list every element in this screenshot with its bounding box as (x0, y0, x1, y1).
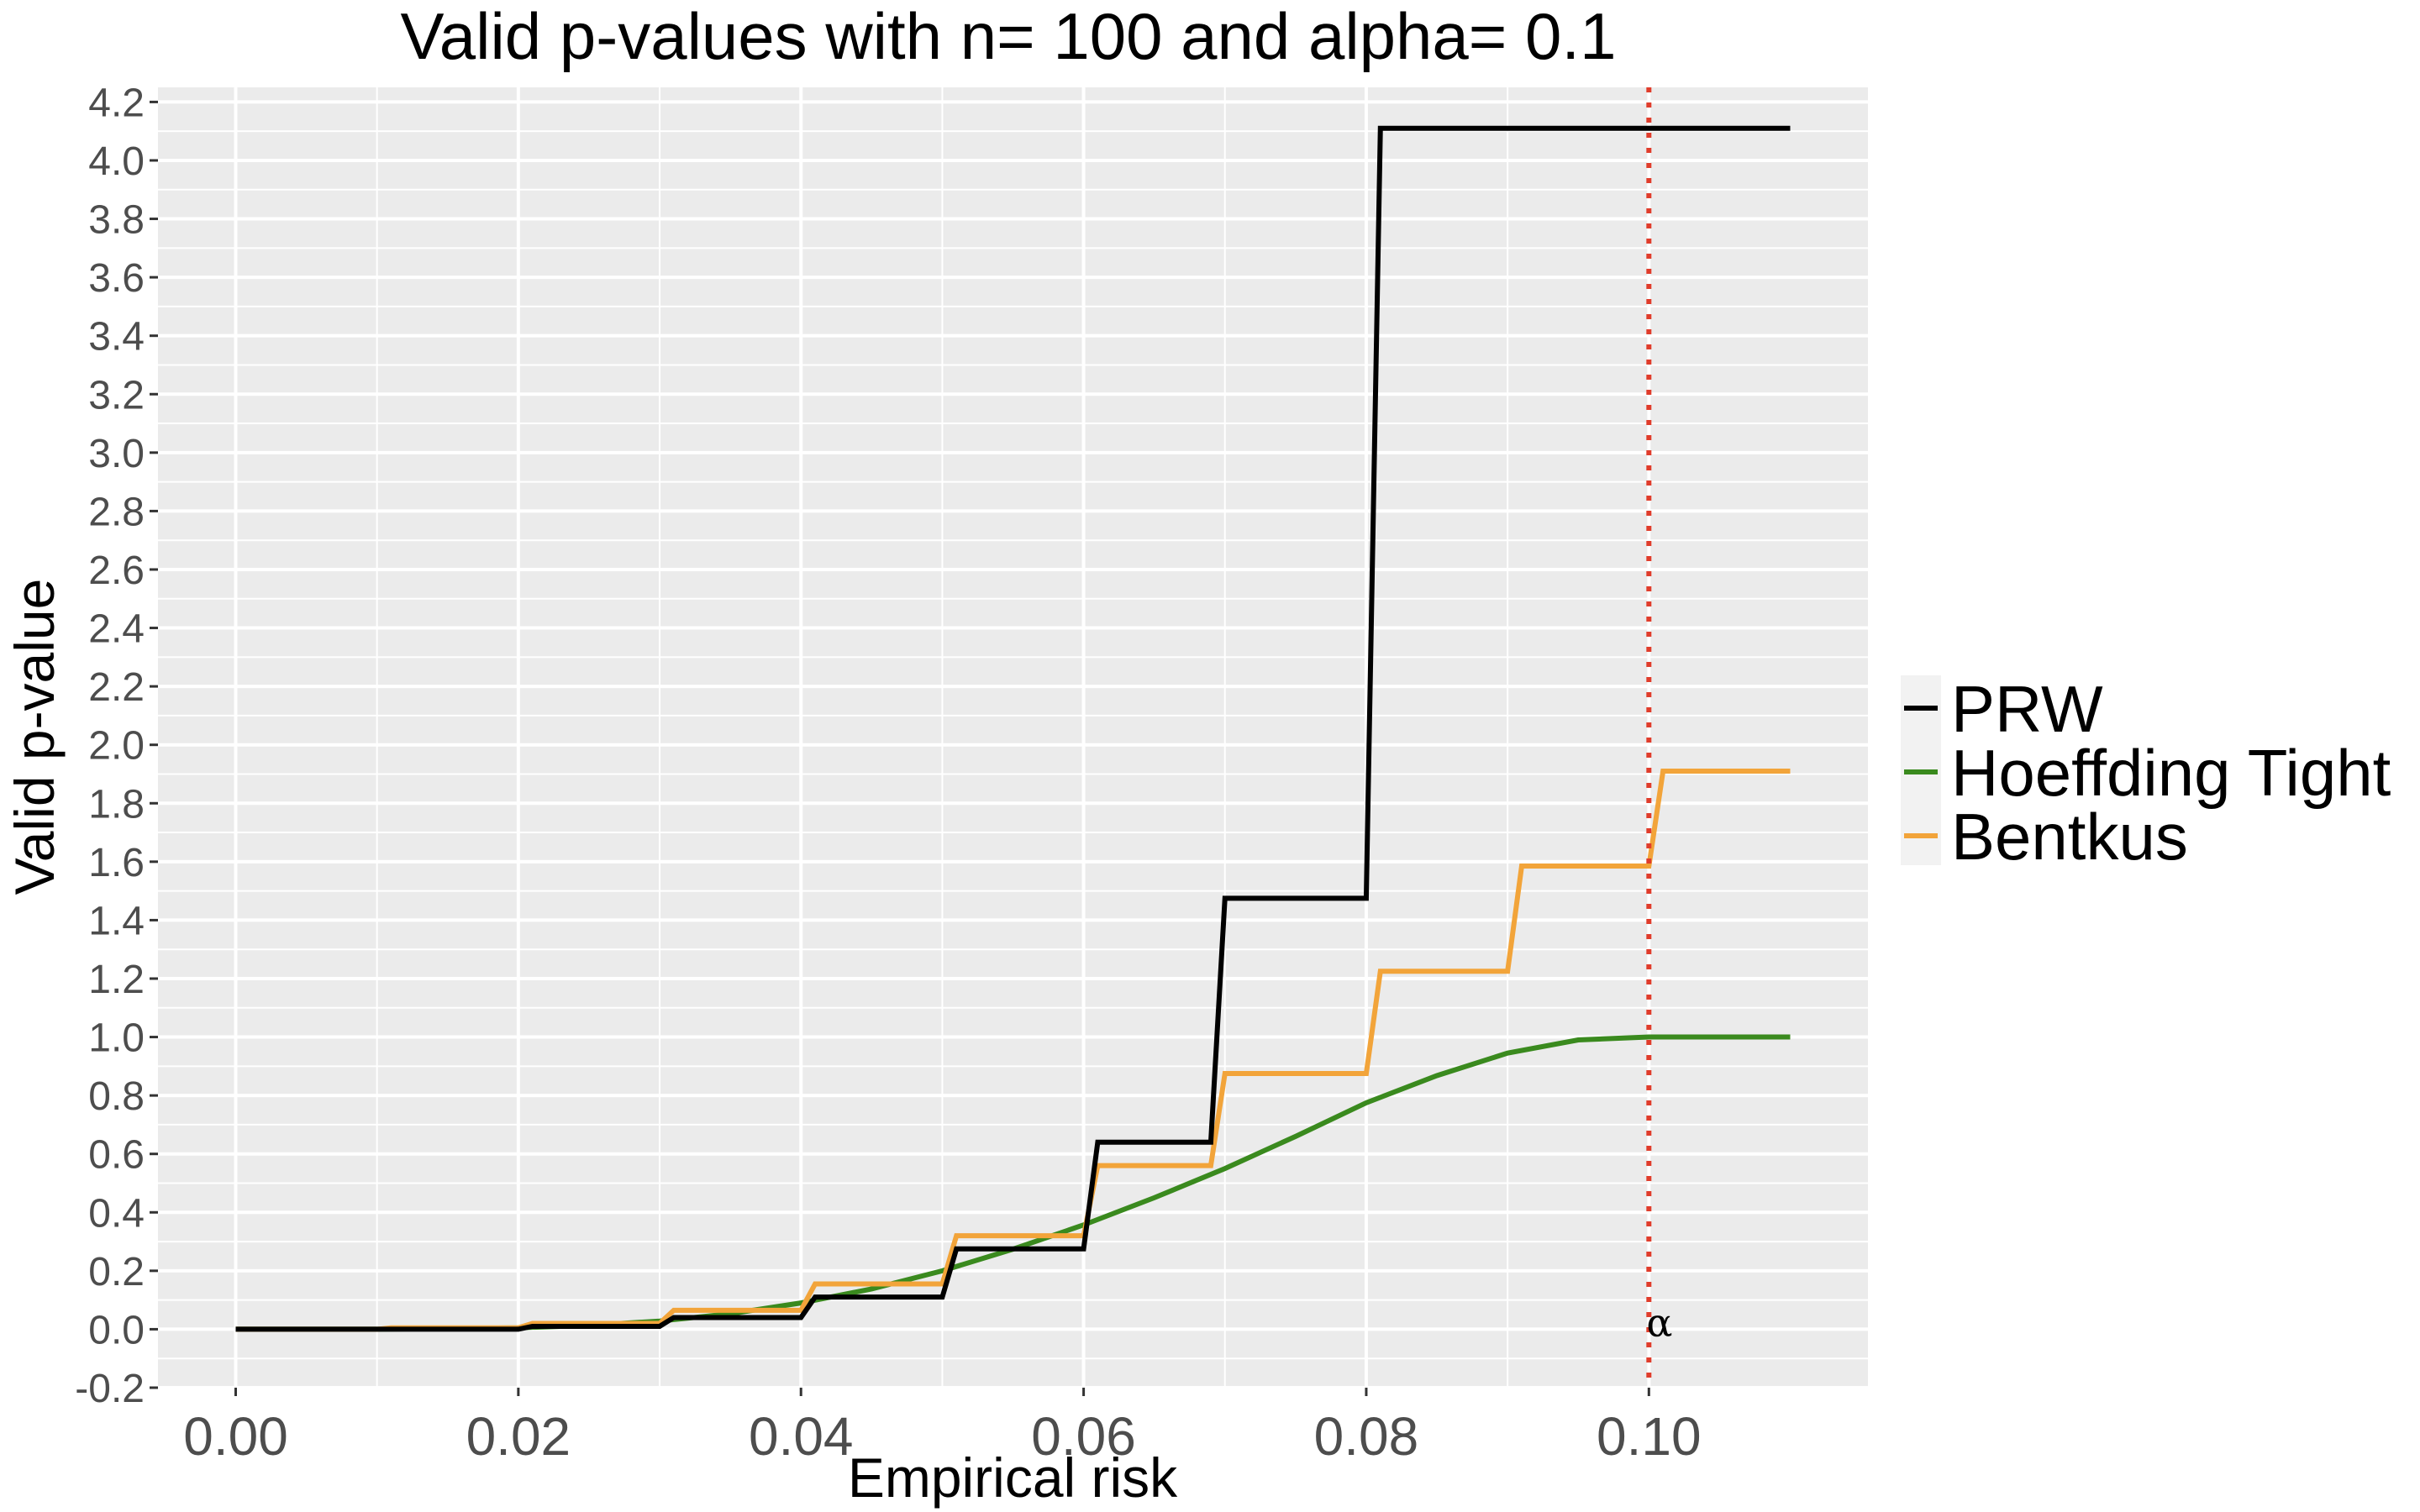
y-tick-label: 2.0 (88, 724, 145, 769)
y-tick-label: 2.2 (88, 665, 145, 710)
y-tick-label: 4.2 (88, 81, 145, 125)
y-tick-label: 3.6 (88, 256, 145, 301)
y-tick-label: 0.2 (88, 1250, 145, 1294)
y-tick-label: 0.0 (88, 1308, 145, 1352)
y-axis-title: Valid p-value (3, 579, 66, 895)
plot-panel (158, 87, 1868, 1388)
legend-label-bentkus: Bentkus (1951, 800, 2188, 874)
series-line-prw (235, 125, 1791, 1332)
y-tick-label: 1.0 (88, 1016, 145, 1061)
y-tick-label: 4.0 (88, 139, 145, 184)
x-tick-label: 0.00 (183, 1406, 288, 1467)
y-axis: -0.2 0.0 0.2 0.4 0.6 0.8 1.0 1.2 1.4 1.6 1.8 2.0 2.2… (75, 81, 158, 1411)
y-tick-label: 1.2 (88, 958, 145, 1002)
y-tick-label: 2.6 (88, 549, 145, 593)
y-tick-label: 3.0 (88, 432, 145, 476)
alpha-annotation: α (1646, 1299, 1672, 1345)
y-tick-label: 0.6 (88, 1133, 145, 1178)
legend-label-hoeffding-tight: Hoeffding Tight (1951, 736, 2391, 810)
y-tick-label: 1.8 (88, 782, 145, 827)
y-tick-label: 2.8 (88, 490, 145, 534)
x-tick-label: 0.08 (1314, 1406, 1419, 1467)
y-tick-label: 1.4 (88, 899, 145, 943)
annotation-layer: α (1646, 1299, 1672, 1345)
y-tick-label: 3.4 (88, 315, 145, 360)
plot-area: α (158, 87, 1868, 1389)
legend-label-prw: PRW (1951, 672, 2103, 746)
x-tick-label: 0.10 (1597, 1406, 1702, 1467)
x-tick-label: 0.06 (1031, 1406, 1136, 1467)
y-tick-label: 2.4 (88, 607, 145, 652)
y-tick-label: 1.6 (88, 841, 145, 885)
series-layer (235, 125, 1791, 1332)
x-axis: 0.00 0.02 0.04 0.06 0.08 0.10 (183, 1388, 1702, 1467)
x-axis-title: Empirical risk (848, 1446, 1178, 1509)
y-tick-label: 0.8 (88, 1074, 145, 1119)
x-tick-label: 0.04 (749, 1406, 854, 1467)
chart-title: Valid p-values with n= 100 and alpha= 0.… (401, 0, 1617, 73)
y-tick-label: 3.8 (88, 198, 145, 243)
x-tick-label: 0.02 (466, 1406, 571, 1467)
y-tick-label: -0.2 (75, 1367, 145, 1411)
grid-major (158, 87, 1868, 1389)
y-tick-label: 3.2 (88, 373, 145, 417)
grid-minor (158, 87, 1868, 1388)
y-tick-label: 0.4 (88, 1191, 145, 1236)
